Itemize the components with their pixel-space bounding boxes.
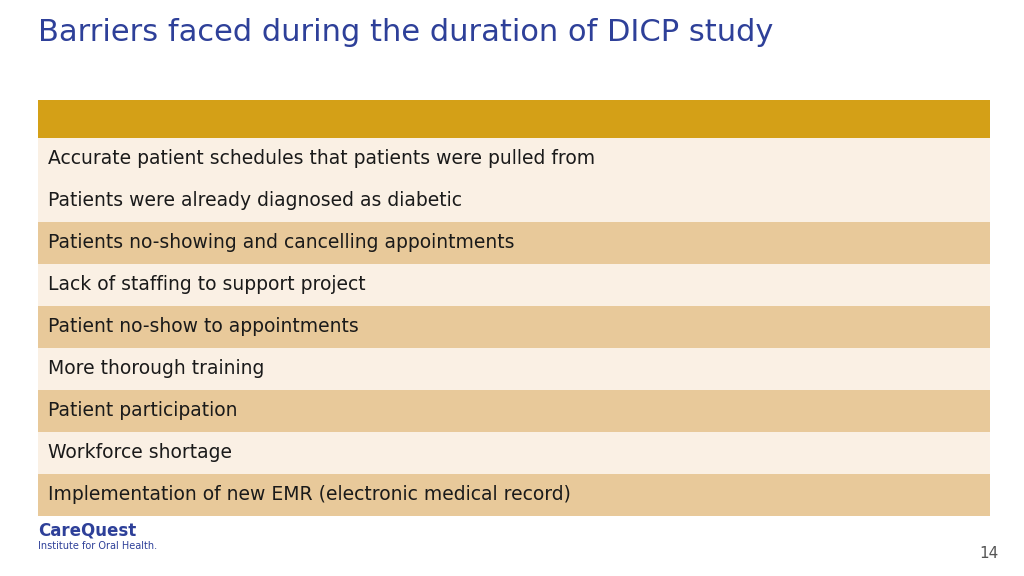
Text: Patients were already diagnosed as diabetic: Patients were already diagnosed as diabe… — [48, 191, 462, 210]
Text: More thorough training: More thorough training — [48, 359, 264, 378]
Bar — [38, 180, 990, 222]
Text: CareQuest: CareQuest — [38, 521, 136, 539]
Bar — [38, 306, 990, 348]
Bar — [38, 100, 990, 138]
Bar — [38, 264, 990, 306]
Bar — [38, 138, 990, 180]
Bar — [38, 390, 990, 432]
Text: Workforce shortage: Workforce shortage — [48, 444, 232, 463]
Text: Patient participation: Patient participation — [48, 401, 238, 420]
Text: Institute for Oral Health.: Institute for Oral Health. — [38, 541, 157, 551]
Text: Implementation of new EMR (electronic medical record): Implementation of new EMR (electronic me… — [48, 486, 570, 505]
Bar — [38, 222, 990, 264]
Text: Patients no-showing and cancelling appointments: Patients no-showing and cancelling appoi… — [48, 233, 514, 252]
Bar — [38, 474, 990, 516]
Text: Accurate patient schedules that patients were pulled from: Accurate patient schedules that patients… — [48, 150, 595, 169]
Text: Patient no-show to appointments: Patient no-show to appointments — [48, 317, 358, 336]
Bar — [38, 432, 990, 474]
Text: Barriers faced during the duration of DICP study: Barriers faced during the duration of DI… — [38, 18, 773, 47]
Text: 14: 14 — [980, 546, 999, 561]
Text: Lack of staffing to support project: Lack of staffing to support project — [48, 275, 366, 294]
Bar — [38, 348, 990, 390]
